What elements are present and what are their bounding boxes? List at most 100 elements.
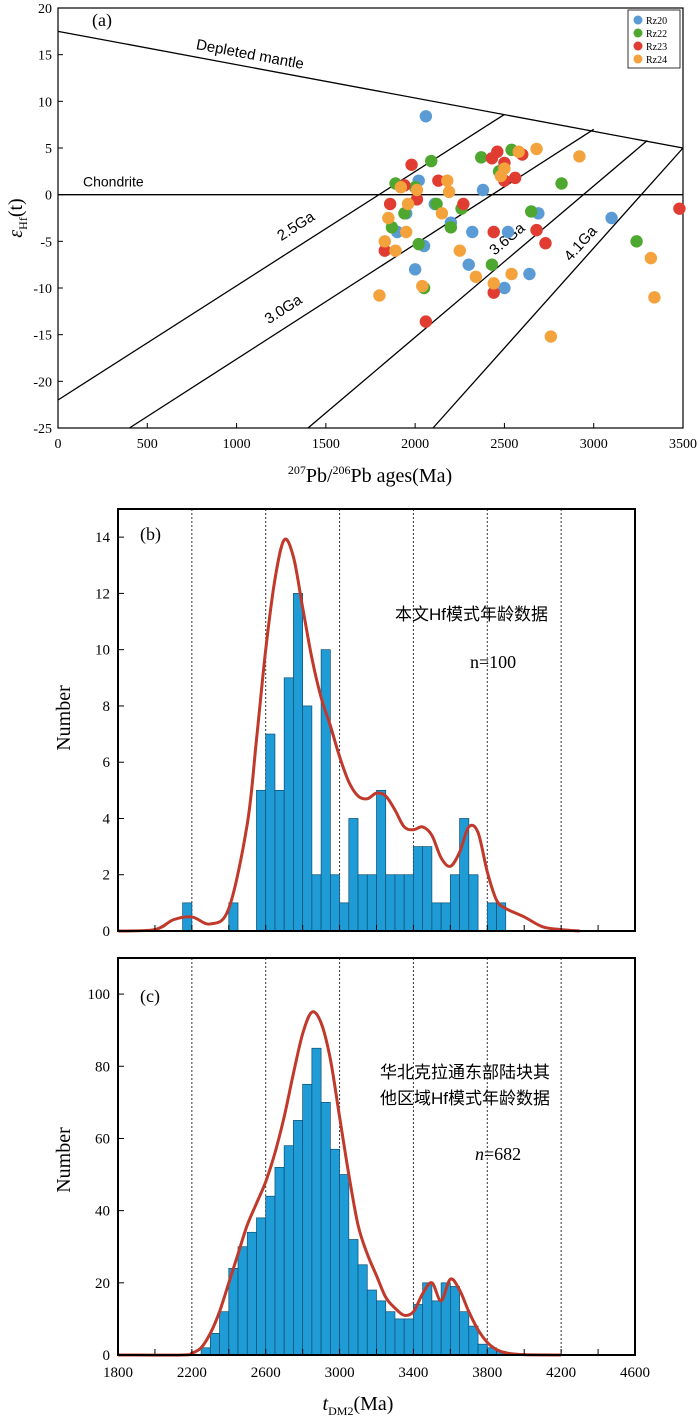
panel-c-n-label: n=682 (475, 1144, 521, 1164)
histogram-bar (459, 1311, 470, 1356)
data-point-rz24 (400, 225, 413, 239)
data-point-rz22 (385, 221, 399, 234)
histogram-bar (339, 1174, 350, 1356)
panel-c-density-curve (117, 1010, 562, 1357)
panel-a-x-ticks: 0 500 1000 1500 2000 2500 3000 3500 (55, 423, 697, 452)
data-point-rz24 (394, 181, 408, 194)
panel-b-label: (b) (140, 524, 161, 545)
histogram-bar (302, 705, 313, 932)
data-point-rz22 (412, 237, 425, 251)
y-tick-label: 0 (103, 1348, 111, 1364)
x-tick-label: 2500 (490, 437, 518, 452)
y-tick-label: -10 (33, 282, 52, 297)
histogram-bar (329, 1148, 340, 1356)
x-tick-label: 500 (137, 437, 158, 452)
data-point-rz20 (523, 267, 536, 281)
histogram-bar (394, 874, 405, 932)
data-point-rz20 (466, 225, 479, 239)
data-point-rz23 (508, 171, 522, 185)
y-tick-label: 0 (45, 189, 52, 204)
histogram-bar (302, 1083, 313, 1356)
y-tick-label: 20 (38, 2, 52, 17)
data-point-rz23 (383, 197, 397, 211)
data-point-rz24 (453, 244, 466, 257)
histogram-bar (256, 1217, 267, 1356)
legend-label-rz23: Rz23 (646, 42, 667, 53)
data-point-rz24 (441, 174, 454, 187)
data-point-rz23 (457, 197, 470, 211)
data-point-rz23 (491, 145, 504, 158)
panel-a-y-axis-label: εHf(t) (5, 198, 30, 237)
reference-line-label: 3.6Ga (486, 219, 529, 259)
x-tick-label: 2000 (401, 437, 429, 452)
legend-marker-rz20 (633, 15, 643, 25)
panel-c-histogram: 0 20 40 60 80 100 1800 2200 2600 3000 3400 3800 420… (53, 957, 650, 1418)
data-point-rz22 (398, 207, 411, 220)
x-tick-label: 2600 (251, 1365, 281, 1381)
panel-c-x-axis-label: tDM2(Ma) (323, 1393, 394, 1418)
panel-b-y-axis-label: Number (53, 685, 75, 751)
histogram-bar (431, 1300, 442, 1356)
x-tick-label: 1800 (103, 1365, 133, 1381)
y-tick-label: 14 (95, 530, 111, 546)
histogram-bar (440, 902, 451, 932)
y-tick-label: 8 (103, 699, 111, 715)
data-point-rz24 (530, 142, 543, 156)
data-point-rz24 (644, 251, 658, 265)
data-point-rz24 (573, 150, 586, 163)
histogram-bar (376, 789, 387, 932)
data-point-rz24 (389, 244, 402, 257)
histogram-bar (283, 677, 294, 932)
data-point-rz20 (605, 211, 618, 225)
panel-c-annotation-line2: 他区域Hf模式年龄数据 (380, 1089, 550, 1108)
data-point-rz23 (530, 223, 543, 237)
histogram-bar (385, 874, 396, 932)
y-tick-label: 12 (95, 586, 110, 602)
data-point-rz20 (462, 258, 475, 271)
data-point-rz24 (401, 197, 415, 211)
data-point-rz24 (505, 267, 518, 281)
histogram-bar (385, 1311, 396, 1356)
panel-b-n-label: n=100 (470, 652, 516, 672)
data-point-rz24 (378, 235, 391, 248)
histogram-bar (311, 1047, 322, 1356)
reference-line-label: 2.5Ga (274, 208, 318, 245)
x-tick-label: 3000 (580, 437, 608, 452)
histogram-bar (293, 1120, 303, 1356)
y-tick-label: 0 (103, 924, 111, 940)
panel-b-annotation: 本文Hf模式年龄数据 (395, 605, 548, 624)
y-tick-label: -20 (33, 375, 52, 390)
histogram-bar (477, 1343, 488, 1356)
y-tick-label: 40 (95, 1204, 110, 1220)
panel-c-annotation-line1: 华北克拉通东部陆块其 (380, 1063, 550, 1082)
y-tick-label: 20 (95, 1276, 110, 1292)
reference-line (57, 113, 505, 401)
histogram-bar (293, 593, 303, 932)
data-point-rz23 (539, 237, 552, 250)
histogram-bar (274, 789, 285, 932)
data-point-rz23 (673, 202, 686, 215)
panel-b-density-curve (117, 537, 580, 933)
reference-line (307, 140, 648, 429)
panel-a-points (373, 110, 686, 343)
histogram-bar (200, 1347, 211, 1356)
histogram-bar (256, 789, 267, 932)
panel-b-bars (182, 593, 507, 932)
reference-line-label: 3.0Ga (262, 291, 306, 328)
data-point-rz24 (416, 279, 429, 293)
y-tick-label: 4 (103, 811, 111, 827)
panel-c-x-ticks: 1800 2200 2600 3000 3400 3800 4200 4600 (103, 1349, 650, 1381)
reference-line (432, 147, 684, 429)
data-point-rz24 (410, 183, 424, 197)
histogram-bar (450, 1286, 460, 1356)
panel-c-label: (c) (140, 986, 160, 1007)
histogram-bar (468, 874, 479, 932)
histogram-bar (366, 874, 377, 932)
panel-a-frame (57, 7, 684, 429)
panel-a-label: (a) (92, 10, 112, 31)
data-point-rz22 (430, 197, 443, 211)
data-point-rz22 (555, 177, 568, 190)
x-tick-label: 3800 (472, 1365, 502, 1381)
y-tick-label: -5 (40, 235, 52, 250)
